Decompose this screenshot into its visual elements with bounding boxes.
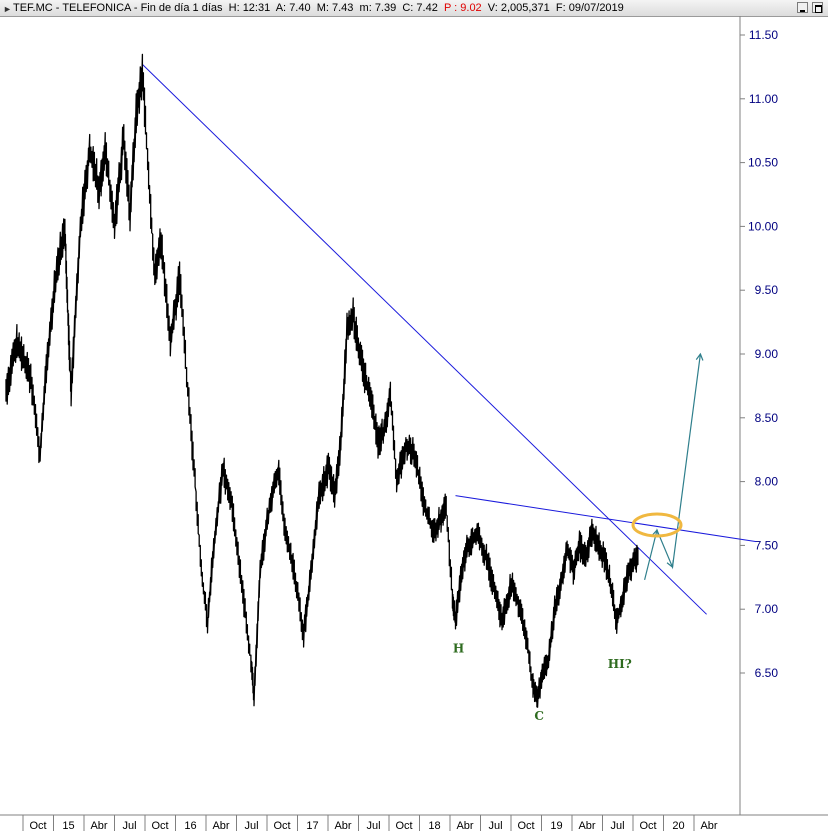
annotations: H C HI? bbox=[453, 642, 632, 724]
y-tick-label: 6.50 bbox=[755, 666, 779, 680]
y-axis: 11.50 11.00 10.50 10.00 9.50 9.00 8.50 8.00 7.50… bbox=[739, 16, 779, 815]
pattern-label: H bbox=[453, 642, 464, 656]
x-tick-label: Abr bbox=[456, 820, 473, 831]
trendline[interactable] bbox=[455, 495, 757, 543]
x-tick-label: Abr bbox=[700, 820, 717, 831]
y-tick-label: 9.50 bbox=[755, 283, 779, 297]
x-tick-label: 17 bbox=[306, 820, 318, 831]
collapse-arrow-icon[interactable]: ► bbox=[3, 4, 12, 14]
x-tick-label: Oct bbox=[639, 820, 656, 831]
pattern-label: HI? bbox=[608, 657, 632, 671]
projection bbox=[631, 352, 704, 581]
c-value: 7.42 bbox=[416, 2, 438, 14]
x-tick-label: Jul bbox=[610, 820, 624, 831]
period: Fin de día 1 días bbox=[140, 2, 223, 14]
x-tick-label: 20 bbox=[672, 820, 684, 831]
x-axis: Oct 15 Abr Jul Oct 16 Abr Jul Oct 17 Abr Jul Oct 18 Ab… bbox=[0, 814, 828, 831]
x-tick-label: Abr bbox=[334, 820, 351, 831]
y-tick-label: 7.50 bbox=[755, 538, 779, 552]
x-tick-label: 18 bbox=[428, 820, 440, 831]
pattern-label: C bbox=[534, 709, 544, 723]
trendlines bbox=[142, 63, 757, 615]
x-tick-label: Oct bbox=[29, 820, 46, 831]
p-value: 9.02 bbox=[460, 2, 482, 14]
x-tick-label: Oct bbox=[517, 820, 534, 831]
h-value: 12:31 bbox=[242, 2, 271, 14]
x-tick-label: Oct bbox=[273, 820, 290, 831]
m-high-value: 7.43 bbox=[332, 2, 354, 14]
minimize-button[interactable] bbox=[797, 2, 808, 13]
v-value: 2,005,371 bbox=[500, 2, 550, 14]
arrowhead bbox=[666, 560, 674, 569]
x-tick-label: Jul bbox=[122, 820, 136, 831]
x-tick-label: Abr bbox=[212, 820, 229, 831]
x-tick-label: 19 bbox=[550, 820, 562, 831]
y-tick-label: 10.50 bbox=[748, 156, 778, 170]
x-tick-label: Abr bbox=[90, 820, 107, 831]
a-value: 7.40 bbox=[289, 2, 311, 14]
y-tick-label: 8.50 bbox=[755, 411, 779, 425]
x-tick-label: 16 bbox=[184, 820, 196, 831]
y-tick-label: 10.00 bbox=[748, 219, 778, 233]
x-tick-label: Abr bbox=[578, 820, 595, 831]
trendline[interactable] bbox=[142, 63, 707, 615]
x-tick-label: Jul bbox=[488, 820, 502, 831]
m-low-value: 7.39 bbox=[374, 2, 397, 14]
price-chart: 11.50 11.00 10.50 10.00 9.50 9.00 8.50 8.00 7.50… bbox=[0, 16, 828, 831]
x-tick-label: Oct bbox=[151, 820, 168, 831]
y-tick-label: 9.00 bbox=[755, 347, 779, 361]
quote-info: TEF.MC - TELEFONICA - Fin de día 1 días … bbox=[13, 2, 624, 14]
x-tick-label: Jul bbox=[366, 820, 380, 831]
y-tick-label: 8.00 bbox=[755, 475, 779, 489]
x-tick-label: 15 bbox=[62, 820, 74, 831]
price-line bbox=[5, 53, 639, 708]
ticker: TEF.MC bbox=[13, 2, 53, 14]
x-tick-label: Oct bbox=[395, 820, 412, 831]
maximize-button[interactable] bbox=[812, 2, 823, 13]
highlight-ellipse[interactable] bbox=[631, 512, 683, 538]
stock-name: TELEFONICA bbox=[62, 2, 131, 14]
y-tick-label: 11.00 bbox=[749, 92, 778, 106]
chart-header: ► TEF.MC - TELEFONICA - Fin de día 1 día… bbox=[0, 0, 828, 17]
x-tick-label: Jul bbox=[244, 820, 258, 831]
f-value: 09/07/2019 bbox=[568, 2, 624, 14]
y-tick-label: 11.50 bbox=[749, 28, 778, 42]
price-series bbox=[5, 53, 639, 708]
arrowhead bbox=[695, 352, 704, 361]
y-tick-label: 7.00 bbox=[755, 602, 779, 616]
projection-path[interactable] bbox=[644, 353, 701, 581]
